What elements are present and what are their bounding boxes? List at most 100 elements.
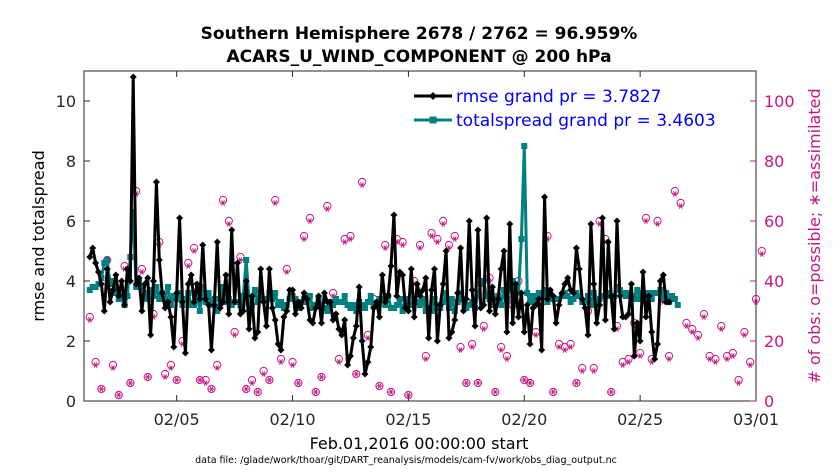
asterisk-stroke <box>730 353 735 359</box>
rmse-point <box>413 280 421 288</box>
rmse-point <box>344 361 352 369</box>
obs-possible-point <box>607 387 616 397</box>
rmse-point <box>329 316 337 324</box>
rmse-point <box>471 322 479 330</box>
obs-possible-point <box>525 378 535 388</box>
rmse-point <box>86 253 94 261</box>
chart-title: Southern Hemisphere 2678 / 2762 = 96.959… <box>201 24 638 44</box>
rmse-point <box>129 73 137 81</box>
rmse-point <box>222 271 230 279</box>
rmse-point <box>225 310 233 318</box>
rmse-point <box>109 286 117 294</box>
right-tick-label: 0 <box>764 392 774 411</box>
rmse-point <box>625 310 633 318</box>
obs-assimilated-point <box>590 368 597 374</box>
obs-assimilated-point <box>434 239 441 245</box>
obs-assimilated-point <box>86 317 93 323</box>
rmse-point <box>546 286 554 294</box>
rmse-point <box>181 349 189 357</box>
rmse-point <box>439 280 447 288</box>
totalspread-point <box>324 308 331 314</box>
rmse-point <box>541 193 549 201</box>
rmse-point <box>315 292 323 300</box>
rmse-point <box>457 244 465 252</box>
obs-assimilated-point <box>469 344 476 350</box>
asterisk-stroke <box>290 362 295 368</box>
obs-possible-point <box>462 378 471 388</box>
rmse-point <box>656 277 664 285</box>
totalspread-point <box>112 290 119 296</box>
asterisk-stroke <box>279 359 283 365</box>
asterisk-stroke <box>725 356 729 362</box>
legend-rmse-label: rmse grand pr = 3.7827 <box>456 87 661 107</box>
asterisk-stroke <box>215 365 220 371</box>
obs-assimilated-point <box>706 356 713 362</box>
asterisk-stroke <box>313 389 318 395</box>
rmse-point <box>607 292 615 300</box>
totalspread-point <box>524 290 531 296</box>
asterisk-stroke <box>522 377 527 383</box>
rmse-point <box>549 292 557 300</box>
obs-assimilated-point <box>463 380 470 386</box>
totalspread-point <box>138 284 145 290</box>
obs-assimilated-point <box>428 233 435 239</box>
rmse-point <box>190 298 198 306</box>
asterisk-stroke <box>226 221 231 227</box>
obs-possible-point <box>253 387 262 397</box>
obs-assimilated-point <box>225 221 232 227</box>
obs-assimilated-point <box>289 362 296 368</box>
obs-assimilated-point <box>532 332 539 338</box>
rmse-point <box>535 295 543 303</box>
obs-possible-point <box>172 375 181 385</box>
obs-assimilated-point <box>138 269 145 275</box>
totalspread-point <box>474 293 481 299</box>
obs-assimilated-point <box>399 242 406 248</box>
asterisk-stroke <box>186 263 191 269</box>
obs-assimilated-point <box>503 356 510 362</box>
rmse-point <box>144 274 152 282</box>
rmse-point <box>280 313 288 321</box>
asterisk-stroke <box>116 392 121 398</box>
left-tick-label: 10 <box>56 92 76 111</box>
totalspread-point <box>350 302 357 308</box>
rmse-point <box>645 292 653 300</box>
obs-assimilated-point <box>318 374 325 380</box>
asterisk-stroke <box>209 386 214 392</box>
obs-assimilated-point <box>677 203 684 209</box>
obs-assimilated-point <box>619 362 626 368</box>
obs-assimilated-point <box>561 347 568 353</box>
asterisk-stroke <box>551 389 556 395</box>
rmse-point <box>483 214 491 222</box>
asterisk-stroke <box>609 389 614 395</box>
totalspread-point <box>199 284 206 290</box>
rmse-point <box>543 295 551 303</box>
rmse-point <box>173 289 181 297</box>
rmse-point <box>251 334 259 342</box>
totalspread-point <box>587 302 594 308</box>
asterisk-stroke <box>383 245 388 251</box>
rmse-point <box>196 295 204 303</box>
rmse-point <box>555 301 563 309</box>
asterisk-stroke <box>111 365 115 371</box>
obs-assimilated-point <box>637 353 644 359</box>
totalspread-point <box>338 299 345 305</box>
asterisk-stroke <box>377 383 382 389</box>
totalspread-point <box>637 296 644 302</box>
asterisk-stroke <box>672 191 677 197</box>
rmse-point <box>184 280 192 288</box>
rmse-point <box>355 283 363 291</box>
obs-assimilated-point <box>260 371 267 377</box>
rmse-point <box>349 334 357 342</box>
rmse-point <box>352 322 360 330</box>
rmse-point <box>384 292 392 300</box>
obs-assimilated-point <box>440 221 447 227</box>
totalspread-point <box>162 296 169 302</box>
rmse-point <box>141 280 149 288</box>
rmse-point <box>161 304 169 312</box>
rmse-point <box>106 298 114 306</box>
rmse-point <box>526 340 534 348</box>
obs-assimilated-point <box>283 269 290 275</box>
obs-assimilated-point <box>144 374 151 380</box>
rmse-point <box>115 292 123 300</box>
rmse-point <box>558 289 566 297</box>
